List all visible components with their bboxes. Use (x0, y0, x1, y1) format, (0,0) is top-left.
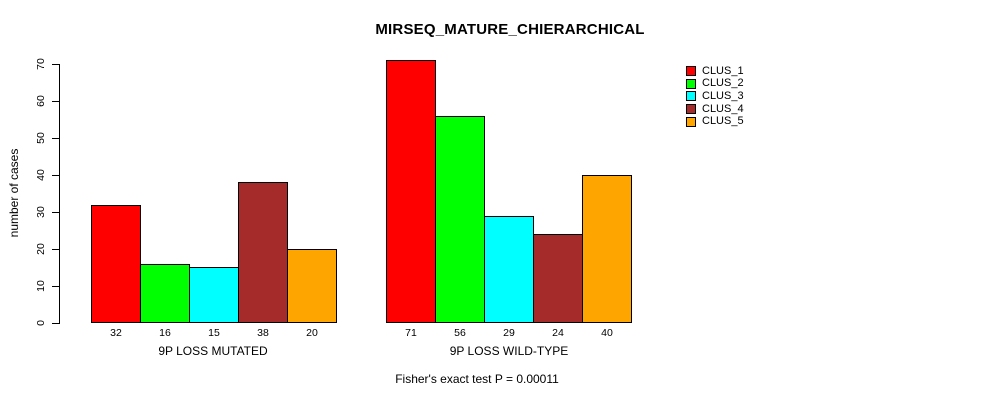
y-tick-label: 70 (35, 58, 47, 70)
y-tick-mark (52, 249, 60, 250)
y-tick-label: 40 (35, 169, 47, 181)
y-tick-mark (52, 138, 60, 139)
bar-clus_2 (435, 116, 485, 323)
legend-row: CLUS_2 (686, 78, 744, 91)
bar-value-label: 38 (257, 327, 269, 339)
fisher-test-annotation: Fisher's exact test P = 0.00011 (395, 372, 559, 386)
bar-clus_1 (91, 205, 141, 323)
bar-clus_4 (238, 182, 288, 323)
bar-value-label: 15 (208, 327, 220, 339)
bar-clus_4 (533, 234, 583, 323)
legend-label: CLUS_1 (702, 64, 744, 77)
y-tick-mark (52, 323, 60, 324)
legend-row: CLUS_3 (686, 90, 744, 103)
bar-value-label: 40 (601, 327, 613, 339)
legend-swatch-icon (686, 104, 696, 115)
bar-value-label: 16 (159, 327, 171, 339)
y-tick-label: 20 (35, 243, 47, 255)
legend-swatch-icon (686, 116, 696, 127)
y-tick-mark (52, 101, 60, 102)
legend-swatch-icon (686, 91, 696, 102)
bar-value-label: 32 (110, 327, 122, 339)
y-tick-label: 0 (35, 320, 47, 326)
legend-label: CLUS_5 (702, 115, 744, 128)
bar-clus_2 (140, 264, 190, 323)
group-label-wild-type: 9P LOSS WILD-TYPE (449, 344, 569, 358)
bar-clus_3 (484, 216, 534, 323)
bar-value-label: 20 (306, 327, 318, 339)
legend: CLUS_1 CLUS_2 CLUS_3 CLUS_4 CLUS_5 (686, 65, 744, 128)
legend-label: CLUS_2 (702, 77, 744, 90)
bar-value-label: 71 (405, 327, 417, 339)
y-tick-label: 10 (35, 280, 47, 292)
bar-value-label: 29 (503, 327, 515, 339)
y-axis-label: number of cases (7, 148, 21, 238)
bar-clus_5 (582, 175, 632, 323)
bar-clus_1 (386, 60, 436, 323)
group-label-mutated: 9P LOSS MUTATED (158, 344, 268, 358)
y-tick-mark (52, 175, 60, 176)
bar-value-label: 56 (454, 327, 466, 339)
legend-swatch-icon (686, 78, 696, 89)
legend-row: CLUS_1 (686, 65, 744, 78)
legend-swatch-icon (686, 66, 696, 77)
y-axis-line (59, 64, 60, 324)
legend-row: CLUS_4 (686, 103, 744, 116)
legend-row: CLUS_5 (686, 115, 744, 128)
y-tick-label: 50 (35, 132, 47, 144)
bar-value-label: 24 (552, 327, 564, 339)
y-tick-label: 30 (35, 206, 47, 218)
legend-label: CLUS_4 (702, 102, 744, 115)
bar-clus_5 (287, 249, 337, 323)
y-tick-label: 60 (35, 95, 47, 107)
chart-title: MIRSEQ_MATURE_CHIERARCHICAL (375, 21, 645, 38)
y-tick-mark (52, 64, 60, 65)
bar-clus_3 (189, 267, 239, 323)
y-tick-mark (52, 212, 60, 213)
y-tick-mark (52, 286, 60, 287)
legend-label: CLUS_3 (702, 89, 744, 102)
